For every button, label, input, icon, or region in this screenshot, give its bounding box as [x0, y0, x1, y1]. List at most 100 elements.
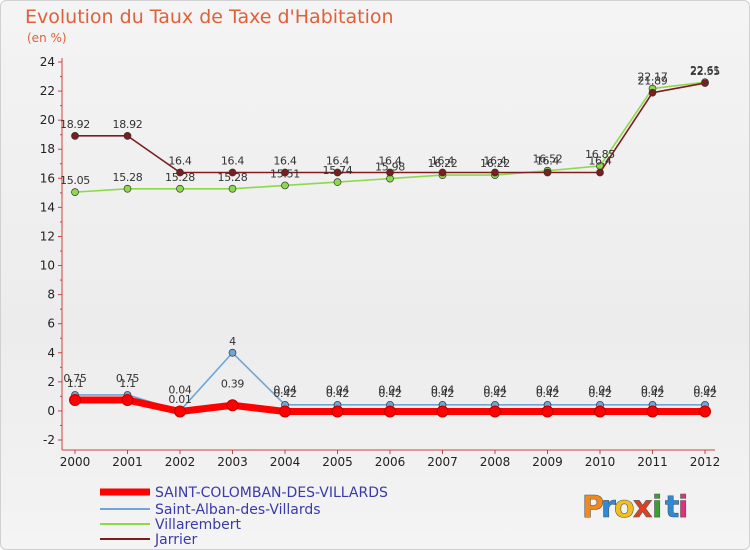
- data-point: [699, 405, 711, 418]
- data-label: 16.85: [585, 148, 615, 161]
- x-tick-label: 2011: [637, 455, 668, 469]
- data-label: 0.42: [588, 387, 611, 400]
- data-label: 0.42: [693, 387, 716, 400]
- logo-letter: P: [582, 490, 604, 525]
- x-tick-label: 2006: [375, 455, 406, 469]
- chart-subtitle: (en %): [27, 31, 67, 45]
- data-point: [123, 184, 132, 193]
- data-label: 16.4: [221, 154, 245, 167]
- data-point: [384, 405, 396, 418]
- data-point: [228, 168, 237, 177]
- data-label: 0.42: [641, 387, 664, 400]
- data-label: 22.17: [638, 71, 668, 84]
- x-tick-label: 2008: [480, 455, 511, 469]
- data-point: [281, 181, 289, 190]
- data-label: 16.4: [168, 154, 192, 167]
- data-point: [71, 188, 79, 196]
- logo-letter: o: [614, 490, 635, 525]
- data-point: [176, 168, 184, 177]
- data-label: 1.1: [119, 377, 136, 390]
- data-label: 0.42: [431, 387, 454, 400]
- data-point: [333, 168, 342, 177]
- data-label: 16.4: [273, 154, 297, 167]
- data-point: [123, 132, 132, 140]
- data-point: [333, 178, 342, 186]
- data-label: 15.28: [165, 171, 195, 184]
- y-tick-label: 0: [47, 404, 55, 418]
- data-point: [646, 405, 659, 418]
- data-point: [438, 168, 447, 177]
- data-label: 22.61: [690, 64, 720, 77]
- y-tick-label: 24: [40, 55, 55, 69]
- x-tick-label: 2009: [532, 455, 563, 469]
- legend-label: Saint-Alban-des-Villards: [155, 502, 321, 518]
- data-label: 1.1: [67, 377, 84, 390]
- x-tick-label: 2007: [427, 455, 458, 469]
- x-tick-label: 2001: [112, 455, 143, 469]
- data-point: [386, 168, 394, 177]
- data-label: 15.28: [218, 171, 248, 184]
- y-tick-label: 10: [40, 259, 55, 273]
- data-label: 0.75: [63, 372, 87, 385]
- legend-label: SAINT-COLOMBAN-DES-VILLARDS: [155, 485, 388, 501]
- data-point: [69, 394, 81, 407]
- data-label: 15.05: [60, 174, 90, 187]
- data-point: [176, 184, 184, 193]
- data-label: 16.4: [431, 154, 455, 167]
- data-point: [331, 405, 344, 418]
- data-label: 0.04: [588, 384, 612, 397]
- logo-letter: t: [665, 490, 679, 525]
- data-label: 0.42: [536, 387, 559, 400]
- data-label: 0.04: [326, 384, 350, 397]
- data-label: 0.42: [483, 387, 506, 400]
- data-point: [71, 132, 79, 140]
- data-point: [543, 168, 552, 177]
- data-point: [226, 399, 239, 412]
- data-label: 0.04: [536, 384, 560, 397]
- y-tick-label: 8: [47, 288, 55, 302]
- y-tick-label: -2: [43, 433, 55, 447]
- data-label: 0.39: [221, 377, 245, 390]
- series-1: [71, 348, 709, 415]
- data-point: [121, 394, 134, 407]
- data-label: 15.28: [113, 171, 143, 184]
- data-point: [228, 348, 237, 357]
- data-point: [701, 79, 709, 87]
- data-label: 0.75: [116, 372, 140, 385]
- x-tick-label: 2002: [165, 455, 196, 469]
- chart-title: Evolution du Taux de Taxe d'Habitation: [25, 6, 394, 28]
- data-point: [648, 88, 657, 97]
- data-point: [281, 168, 289, 177]
- data-point: [491, 168, 499, 177]
- data-label: 15.51: [270, 167, 300, 180]
- data-label: 0.42: [326, 387, 349, 400]
- data-label: 21.89: [638, 75, 668, 88]
- data-label: 0.42: [273, 387, 296, 400]
- y-tick-label: 14: [40, 200, 55, 214]
- data-label: 18.92: [113, 118, 143, 131]
- logo-letter: i: [678, 490, 688, 525]
- y-tick-label: 12: [40, 229, 55, 243]
- y-tick-label: 22: [40, 84, 55, 98]
- x-tick-label: 2010: [585, 455, 616, 469]
- data-label: 0.42: [378, 387, 401, 400]
- data-point: [489, 405, 501, 418]
- data-label: 16.22: [428, 157, 458, 170]
- data-label: 16.4: [588, 154, 612, 167]
- data-label: 15.98: [375, 161, 405, 174]
- data-label: 16.4: [326, 154, 350, 167]
- legend-label: Jarrier: [154, 532, 197, 548]
- data-label: 0.01: [168, 393, 191, 406]
- data-label: 16.4: [378, 154, 402, 167]
- y-tick-label: 6: [47, 317, 55, 331]
- data-point: [174, 405, 186, 418]
- data-point: [228, 184, 237, 193]
- data-label: 0.04: [693, 384, 717, 397]
- data-label: 16.52: [533, 153, 563, 166]
